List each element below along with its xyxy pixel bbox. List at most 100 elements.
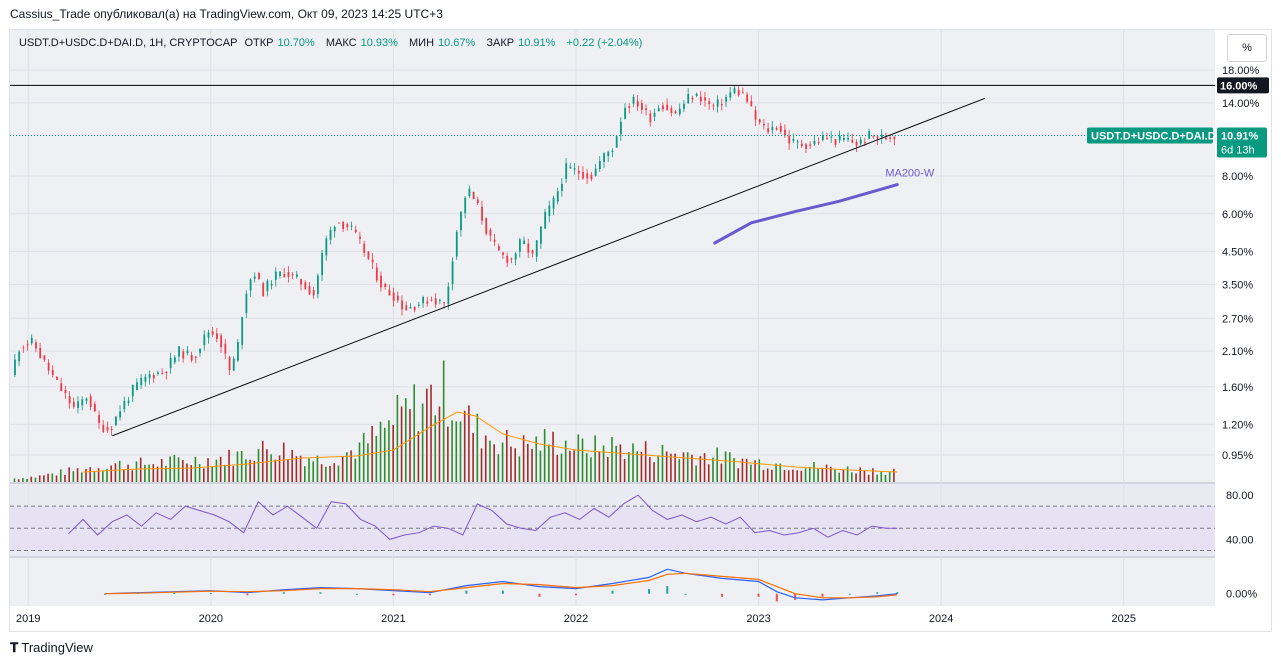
candle-body <box>872 135 875 137</box>
volume-bar <box>232 466 235 482</box>
volume-bar <box>501 442 504 482</box>
volume-bar <box>737 468 740 482</box>
high-label: МАКС <box>325 37 357 49</box>
volume-bar <box>497 454 500 482</box>
candle-body <box>119 411 122 418</box>
candle-body <box>460 211 462 231</box>
candle-body <box>561 183 563 191</box>
candle-body <box>287 272 290 277</box>
candle-body <box>363 243 366 253</box>
x-tick-label: 2023 <box>746 613 770 625</box>
candle-body <box>295 274 298 277</box>
close-value: 10.91% <box>518 37 556 49</box>
volume-bar <box>30 476 33 482</box>
level-tag-bg <box>1217 77 1269 94</box>
macd-hist-bar <box>355 593 358 595</box>
x-tick-label: 2019 <box>16 613 40 625</box>
volume-bar <box>712 457 714 482</box>
candle-body <box>796 141 799 143</box>
macd-hist-bar <box>209 592 212 594</box>
y-tick-label: 18.00% <box>1222 65 1260 77</box>
candle-body <box>102 424 105 432</box>
candle-body <box>767 128 770 133</box>
candle-body <box>182 351 185 359</box>
y-tick-label: 2.10% <box>1222 346 1253 358</box>
volume-bar <box>825 464 828 482</box>
volume-bar <box>123 469 125 482</box>
macd-hist-bar <box>428 593 431 596</box>
candle-body <box>47 362 50 371</box>
candle-body <box>653 112 656 117</box>
volume-bar <box>455 421 458 482</box>
candle-body <box>455 231 458 257</box>
candle-body <box>18 351 21 362</box>
chart-frame[interactable]: 2019 2020 2021 2022 2023 2024 2025 18.00% 14.00%… <box>9 29 1272 632</box>
candle-body <box>14 359 16 376</box>
volume-bar <box>644 441 647 482</box>
volume-bar <box>13 478 16 482</box>
candle-body <box>885 137 887 140</box>
rsi-tick-label: 80.00 <box>1226 490 1254 502</box>
volume-bar <box>434 415 437 482</box>
candle-body <box>880 134 883 138</box>
close-label: ЗАКР <box>486 37 515 49</box>
pane-divider <box>10 482 1271 484</box>
volume-bar <box>674 453 676 482</box>
volume-bar <box>367 443 369 482</box>
volume-bar <box>817 468 819 482</box>
rsi-tick-label: 40.00 <box>1226 534 1254 546</box>
volume-bar <box>741 458 744 482</box>
volume-bar <box>333 463 336 482</box>
volume-bar <box>144 464 146 482</box>
candle-body <box>699 96 702 102</box>
volume-bar <box>813 462 815 482</box>
candle-body <box>750 101 753 107</box>
volume-bar <box>695 465 697 482</box>
attribution-text: Cassius_Trade опубликовал(а) на TradingV… <box>10 7 443 21</box>
volume-bar <box>628 452 630 482</box>
volume-bar <box>800 470 803 482</box>
volume-bar <box>804 468 807 482</box>
volume-bar <box>114 463 117 482</box>
macd-hist-bar <box>319 592 322 594</box>
volume-bar <box>396 394 399 482</box>
candle-body <box>173 357 176 363</box>
candle-body <box>338 222 340 224</box>
candle-body <box>784 129 786 136</box>
candle-body <box>674 111 677 114</box>
volume-bar <box>211 466 214 482</box>
volume-bar <box>489 440 491 482</box>
percent-scale-button[interactable]: % <box>1227 34 1267 62</box>
candle-body <box>540 226 542 244</box>
candle-body <box>506 256 509 263</box>
volume-bar <box>619 444 622 482</box>
candle-body <box>123 400 126 410</box>
candle-body <box>169 358 172 369</box>
volume-bar <box>552 431 554 482</box>
candle-body <box>157 372 159 374</box>
macd-hist-bar <box>666 586 669 594</box>
tradingview-logo[interactable]: 𝐓 TradingView <box>10 640 93 656</box>
candle-body <box>775 127 778 130</box>
candle-body <box>603 153 605 162</box>
volume-bar <box>560 453 563 482</box>
volume-bar <box>362 433 365 482</box>
volume-bar <box>430 384 432 482</box>
candle-body <box>708 101 711 105</box>
volume-bar <box>152 464 155 482</box>
tv-logo-icon: 𝐓 <box>10 640 19 655</box>
candle-body <box>430 299 433 301</box>
volume-bar <box>165 465 167 482</box>
volume-bar <box>611 437 613 482</box>
volume-bar <box>539 450 542 482</box>
volume-bar <box>118 460 121 482</box>
candle-body <box>211 331 214 335</box>
rsi-line <box>68 494 898 540</box>
chart-canvas[interactable]: 2019 2020 2021 2022 2023 2024 2025 18.00% 14.00%… <box>10 30 1271 631</box>
candle-body <box>527 243 530 253</box>
candle-body <box>434 298 437 305</box>
candle-body <box>350 225 353 227</box>
candle-body <box>207 332 210 338</box>
volume-bar <box>821 467 824 482</box>
volume-bar <box>615 445 617 482</box>
